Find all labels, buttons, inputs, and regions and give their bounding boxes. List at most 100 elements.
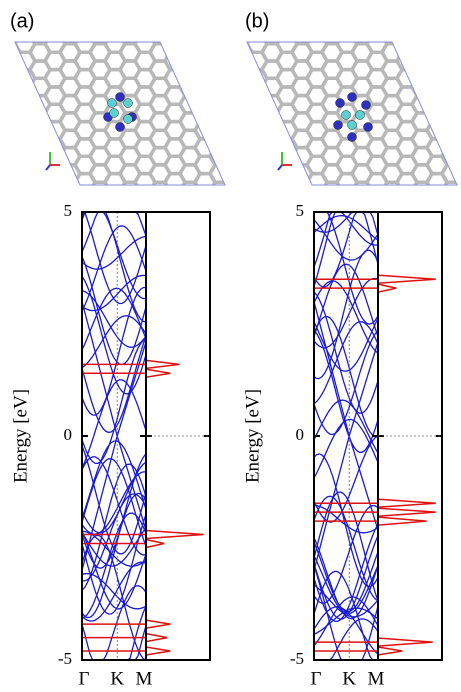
hexagon (165, 208, 185, 225)
hexagon (427, 87, 447, 104)
hexagon (45, 174, 65, 191)
hexagon (45, 208, 65, 225)
hexagon (210, 26, 230, 43)
hexagon (442, 355, 461, 372)
hexagon (232, 165, 252, 182)
hexagon (150, 304, 170, 321)
hexagon (427, 295, 447, 312)
hexagon (412, 252, 432, 269)
axis-glyph (278, 165, 282, 170)
hexagon (180, 96, 200, 113)
band (82, 276, 146, 394)
hexagon (195, 364, 215, 381)
hexagon (262, 182, 282, 199)
dos-peak (378, 517, 427, 525)
hexagon (150, 26, 170, 43)
hexagon (442, 113, 461, 130)
hexagon (30, 217, 50, 234)
hexagon (60, 338, 80, 355)
hexagon (292, 252, 312, 269)
hexagon (322, 200, 342, 217)
hexagon (165, 191, 185, 208)
hexagon (397, 260, 417, 277)
hexagon (60, 355, 80, 372)
hexagon (0, 252, 20, 269)
hexagon (195, 278, 215, 295)
hexagon (75, 347, 95, 364)
hexagon (337, 191, 357, 208)
hexagon (210, 321, 230, 338)
hexagon (0, 321, 20, 338)
hexagon (30, 304, 50, 321)
hexagon (457, 52, 461, 69)
hexagon (30, 182, 50, 199)
axis-glyph (46, 165, 50, 170)
hexagon (210, 113, 230, 130)
hexagon (277, 312, 297, 329)
hexagon (382, 217, 402, 234)
hexagon (427, 191, 447, 208)
hexagon (0, 61, 20, 78)
hexagon (165, 295, 185, 312)
hexagon (382, 321, 402, 338)
hexagon (150, 234, 170, 251)
figure: (a)-505ΓKMEnergy [eV](b)-505ΓKMEnergy [e… (0, 0, 461, 692)
hexagon (210, 61, 230, 78)
hexagon (105, 312, 125, 329)
hexagon (30, 338, 50, 355)
hexagon (180, 200, 200, 217)
hexagon (232, 130, 252, 147)
y-tick-label: 5 (296, 201, 305, 220)
hexagon (0, 78, 20, 95)
hexagon (0, 355, 20, 372)
hexagon (0, 148, 20, 165)
hexagon (262, 269, 282, 286)
dos-peak (146, 540, 164, 548)
hexagon (397, 191, 417, 208)
hexagon (397, 208, 417, 225)
hexagon (225, 35, 245, 52)
hexagon (15, 174, 35, 191)
hexagon (15, 156, 35, 173)
hexagon (60, 26, 80, 43)
dos-peak (378, 647, 402, 655)
hexagon (277, 226, 297, 243)
hexagon (165, 312, 185, 329)
hexagon (195, 295, 215, 312)
hexagon (210, 78, 230, 95)
hexagon (457, 278, 461, 295)
hexagon (0, 269, 20, 286)
hexagon (195, 191, 215, 208)
hexagon (45, 243, 65, 260)
hexagon (225, 226, 245, 243)
hexagon (225, 156, 245, 173)
hexagon (195, 312, 215, 329)
dos-peak (378, 638, 433, 646)
hexagon (180, 304, 200, 321)
hexagon (442, 44, 461, 61)
y-tick-label: 5 (64, 201, 73, 220)
hexagon (0, 200, 20, 217)
atom (108, 99, 117, 108)
atom (342, 111, 351, 120)
x-tick-label: Γ (79, 668, 90, 689)
hexagon (0, 130, 20, 147)
hexagon (180, 26, 200, 43)
hexagon (232, 252, 252, 269)
hexagon (412, 338, 432, 355)
band (314, 524, 378, 621)
hexagon (397, 295, 417, 312)
band (82, 472, 146, 534)
hexagon (210, 217, 230, 234)
hexagon (442, 321, 461, 338)
hexagon (457, 174, 461, 191)
hexagon (427, 35, 447, 52)
hexagon (225, 208, 245, 225)
hexagon (45, 347, 65, 364)
hexagon (427, 347, 447, 364)
hexagon (442, 78, 461, 95)
hexagon (165, 278, 185, 295)
hexagon (247, 191, 267, 208)
hexagon (457, 295, 461, 312)
hexagon (210, 252, 230, 269)
